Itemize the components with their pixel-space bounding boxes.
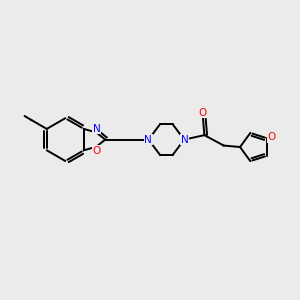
Text: N: N — [93, 124, 101, 134]
Text: N: N — [181, 135, 188, 145]
Text: O: O — [199, 108, 207, 118]
Text: O: O — [92, 146, 101, 156]
Text: N: N — [144, 135, 152, 145]
Text: O: O — [268, 132, 276, 142]
